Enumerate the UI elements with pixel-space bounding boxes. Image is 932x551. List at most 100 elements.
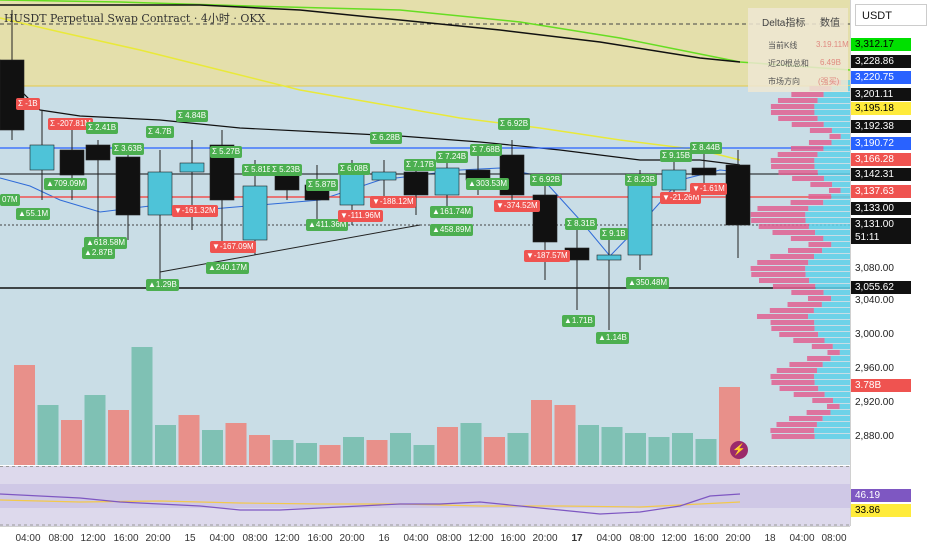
delta-bubble: Σ 4.7B bbox=[146, 126, 174, 138]
delta-bubble: Σ 2.41B bbox=[86, 122, 119, 134]
volume-profile-bar bbox=[810, 182, 833, 187]
delta-bubble: ▲240.17M bbox=[206, 262, 250, 274]
volume-profile-bar bbox=[831, 296, 850, 301]
time-label: 16:00 bbox=[113, 533, 139, 544]
volume-bar bbox=[601, 427, 623, 465]
volume-profile-bar bbox=[831, 194, 850, 199]
volume-profile-bar bbox=[806, 410, 831, 415]
volume-profile-bar bbox=[750, 212, 806, 217]
delta-bubble: Σ 5.87B bbox=[306, 179, 339, 191]
delta-bubble: ▲1.14B bbox=[596, 332, 629, 344]
info-row: 市场方向 (强买) bbox=[748, 76, 848, 90]
delta-bubble: Σ 6.92B bbox=[498, 118, 531, 130]
volume-profile-bar bbox=[823, 290, 850, 295]
delta-bubble: Σ 6.28B bbox=[370, 132, 403, 144]
time-label: 18 bbox=[764, 533, 776, 544]
volume-profile-bar bbox=[830, 410, 850, 415]
candle-body bbox=[627, 184, 653, 256]
volume-profile-bar bbox=[823, 92, 850, 97]
delta-bubble: Σ 8.44B bbox=[690, 142, 723, 154]
candle-body bbox=[242, 185, 268, 241]
volume-profile-bar bbox=[832, 182, 850, 187]
volume-bar bbox=[437, 427, 458, 465]
chart-canvas[interactable] bbox=[0, 0, 850, 465]
volume-bar bbox=[14, 365, 35, 465]
volume-profile-bar bbox=[824, 392, 850, 397]
volume-profile-bar bbox=[791, 92, 824, 97]
time-label: 16:00 bbox=[500, 533, 526, 544]
volume-bar bbox=[507, 433, 529, 465]
volume-profile-bar bbox=[814, 110, 850, 115]
time-label: 04:00 bbox=[15, 533, 41, 544]
volume-profile-bar bbox=[823, 236, 850, 241]
volume-profile-bar bbox=[778, 170, 818, 175]
price-label: 3,228.86 bbox=[851, 55, 911, 68]
volume-profile-bar bbox=[817, 116, 850, 121]
volume-profile-bar bbox=[823, 176, 850, 181]
volume-profile-bar bbox=[822, 248, 850, 253]
time-label: 16:00 bbox=[693, 533, 719, 544]
delta-bubble: Σ 8.31B bbox=[565, 218, 598, 230]
time-label: 08:00 bbox=[821, 533, 847, 544]
time-label: 20:00 bbox=[145, 533, 171, 544]
volume-profile-bar bbox=[771, 326, 815, 331]
volume-profile-bar bbox=[808, 242, 832, 247]
volume-profile-bar bbox=[769, 308, 814, 313]
volume-profile-bar bbox=[808, 206, 850, 211]
volume-profile-bar bbox=[757, 260, 809, 265]
volume-bar bbox=[108, 410, 129, 465]
volume-profile-bar bbox=[814, 104, 850, 109]
volume-profile-bar bbox=[770, 110, 815, 115]
oscillator-pane[interactable] bbox=[0, 466, 850, 526]
candle-body bbox=[725, 164, 751, 226]
ma-black2-line bbox=[0, 59, 741, 166]
volume-profile-bar bbox=[828, 188, 841, 193]
candle-body bbox=[596, 254, 622, 261]
delta-bubble: Σ 8.23B bbox=[625, 174, 658, 186]
volume-profile-bar bbox=[805, 266, 850, 271]
delta-bubble: ▲350.48M bbox=[626, 277, 670, 289]
info-row-label: 市场方向 bbox=[768, 77, 800, 86]
volume-profile-bar bbox=[770, 158, 815, 163]
volume-profile-bar bbox=[757, 206, 809, 211]
volume-profile-bar bbox=[822, 362, 850, 367]
time-axis[interactable]: 04:00 08:00 12:00 16:00 20:00 15 04:00 08:00 12:… bbox=[0, 526, 850, 551]
volume-bar bbox=[202, 430, 223, 465]
volume-bar bbox=[155, 425, 176, 465]
time-label: 12:00 bbox=[661, 533, 687, 544]
time-label: 20:00 bbox=[339, 533, 365, 544]
currency-selector[interactable]: USDT bbox=[855, 4, 927, 26]
volume-profile-bar bbox=[831, 140, 850, 145]
delta-bubble: ▼-188.12M bbox=[370, 196, 416, 208]
volume-profile-bar bbox=[807, 296, 832, 301]
volume-bar bbox=[131, 347, 153, 465]
delta-bubble: ▼-187.57M bbox=[524, 250, 570, 262]
volume-profile-bar bbox=[830, 356, 850, 361]
price-chart[interactable]: HUSDT Perpetual Swap Contract · 4小时 · OK… bbox=[0, 0, 850, 465]
volume-profile-bar bbox=[793, 338, 825, 343]
volume-bar bbox=[61, 420, 82, 465]
price-label: 3,166.28 bbox=[851, 153, 911, 166]
volume-profile-bar bbox=[790, 236, 824, 241]
delta-info-panel: Delta指标 数值 当前K线 3.19.11M 近20根总和 6.49B 市场… bbox=[748, 8, 849, 92]
delta-bubble: ▲458.89M bbox=[430, 224, 474, 236]
lightning-icon[interactable]: ⚡ bbox=[730, 441, 748, 459]
volume-bar bbox=[37, 405, 59, 465]
time-label: 08:00 bbox=[436, 533, 462, 544]
volume-profile-bar bbox=[805, 272, 850, 277]
volume-profile-bar bbox=[770, 428, 815, 433]
volume-profile-bar bbox=[816, 422, 850, 427]
price-label: 3,055.62 bbox=[851, 281, 911, 294]
volume-profile-bar bbox=[839, 404, 850, 409]
volume-bar bbox=[390, 433, 411, 465]
volume-profile-bar bbox=[814, 428, 850, 433]
volume-profile-bar bbox=[808, 194, 832, 199]
price-label: 2,880.00 bbox=[855, 431, 894, 442]
volume-profile-bar bbox=[812, 398, 834, 403]
volume-profile-bar bbox=[772, 284, 816, 289]
time-label: 04:00 bbox=[789, 533, 815, 544]
volume-profile-bar bbox=[751, 218, 806, 223]
price-axis[interactable]: USDT 3,312.17 3,228.86 3,220.75 3,201.11 3,1… bbox=[850, 0, 932, 526]
delta-bubble: ▲161.74M bbox=[430, 206, 474, 218]
volume-profile-bar bbox=[826, 404, 840, 409]
